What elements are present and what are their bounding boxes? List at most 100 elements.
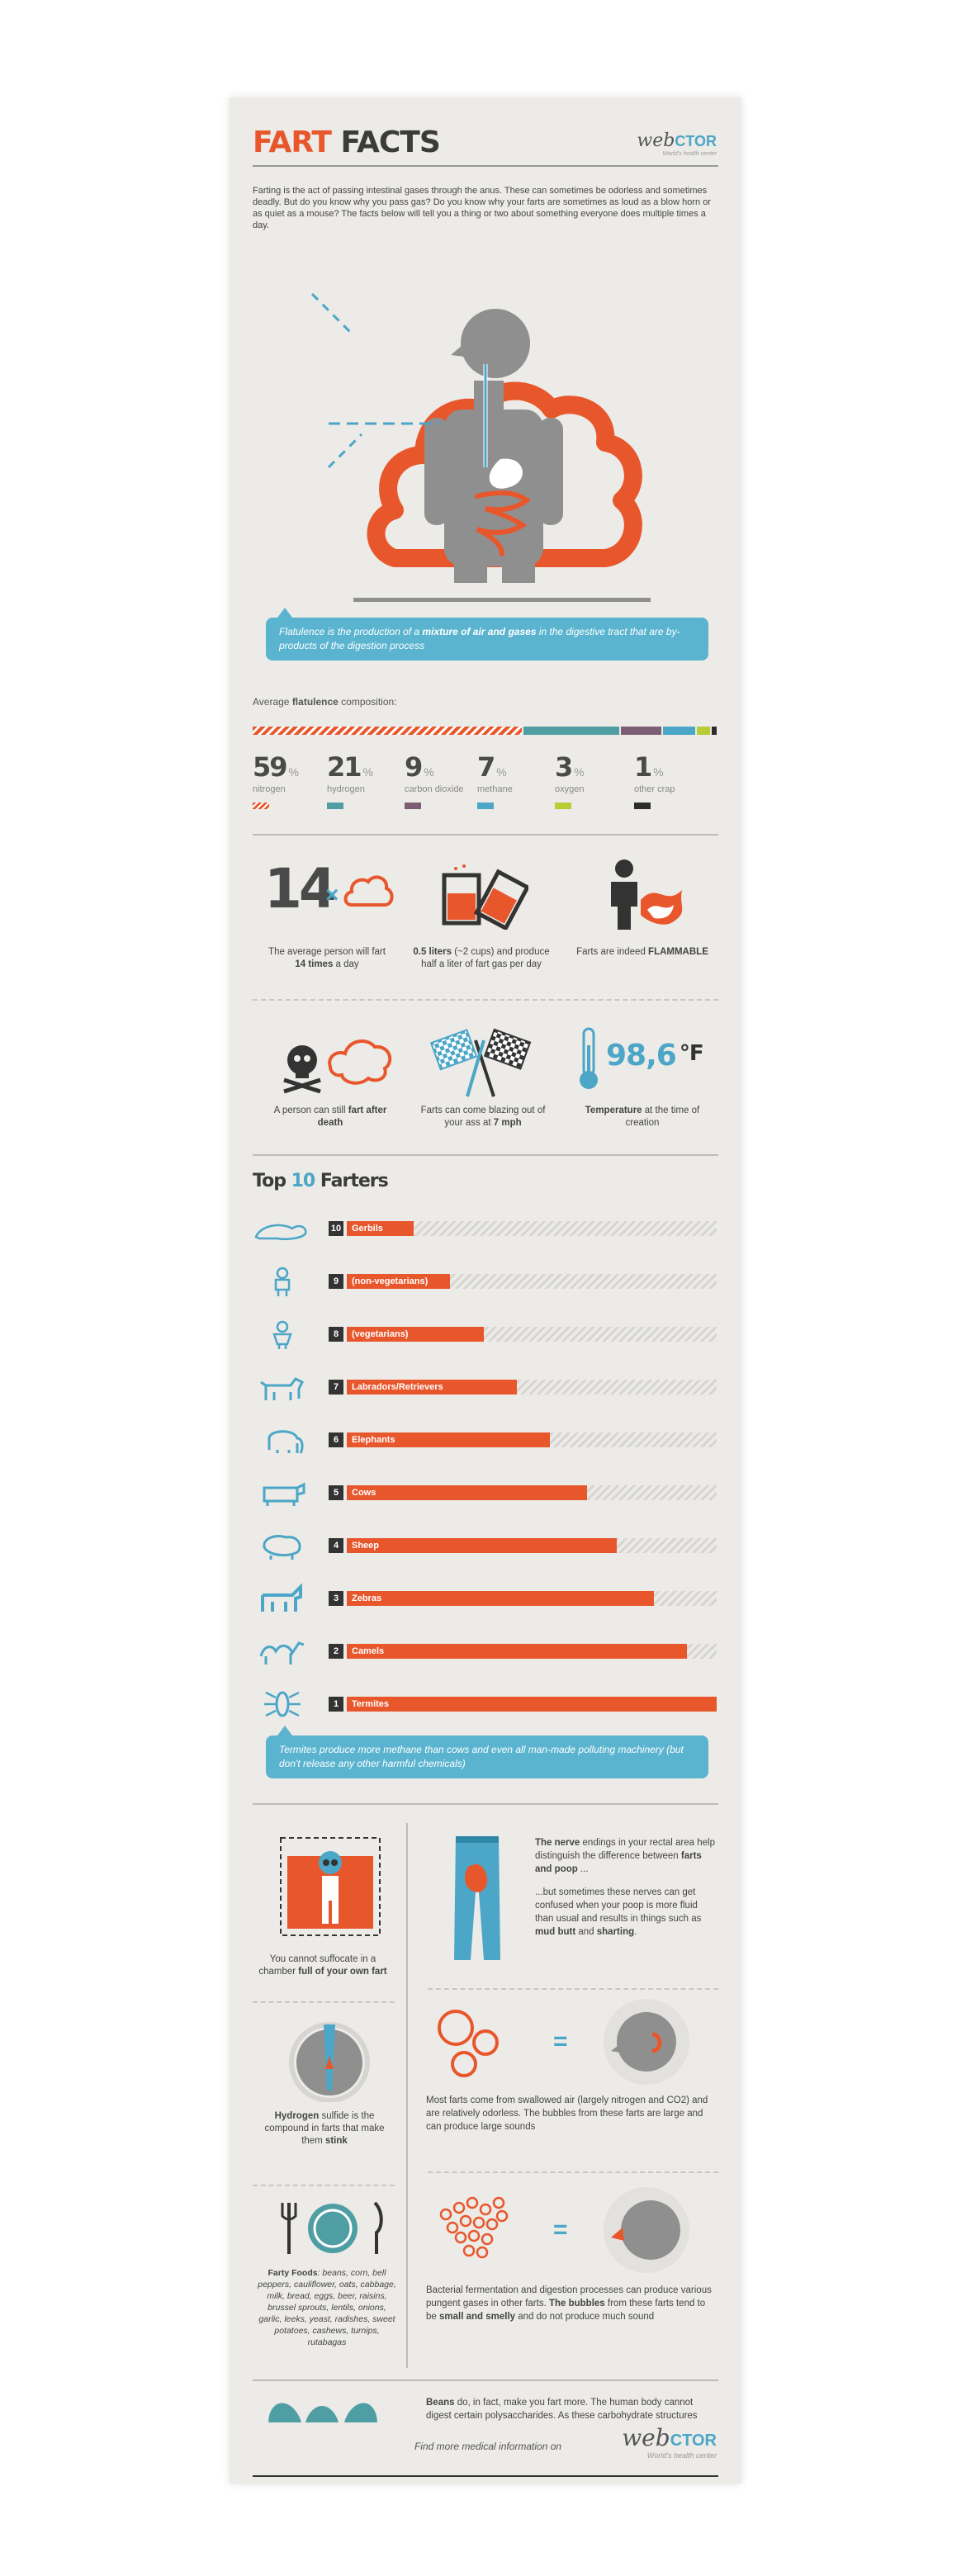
composition-color-key bbox=[555, 803, 571, 809]
nerve-text: The nerve endings in your rectal area he… bbox=[535, 1836, 717, 1939]
composition-color-key bbox=[253, 803, 269, 809]
plate-cutlery-icon bbox=[281, 2201, 383, 2254]
skull-cloud-icon bbox=[283, 1039, 392, 1094]
logo-web: web bbox=[637, 130, 675, 151]
farter-label: Termites bbox=[352, 1699, 390, 1709]
swallowed-air-text: Most farts come from swallowed air (larg… bbox=[426, 2095, 708, 2132]
right-dashed-divider-1 bbox=[428, 1988, 718, 1990]
farter-bar-track: Labradors/Retrievers bbox=[347, 1380, 717, 1395]
farter-bar-track: (non-vegetarians) bbox=[347, 1274, 717, 1289]
h2s-mid: sulfide is the compound in farts that ma… bbox=[264, 2111, 385, 2146]
after-death-pre: A person can still bbox=[273, 1106, 348, 1115]
sheep-icon bbox=[263, 1535, 301, 1560]
beans-bold: Beans bbox=[426, 2398, 455, 2408]
composition-unit: % bbox=[496, 765, 507, 779]
definition-bold: mixture of air and gases bbox=[422, 626, 537, 637]
flammable-pre: Farts are indeed bbox=[576, 947, 649, 957]
composition-segment-methane bbox=[663, 727, 695, 735]
checkered-flags-icon bbox=[429, 1028, 532, 1097]
zebra-icon bbox=[261, 1584, 302, 1612]
gas-volume-bold: 0.5 liters bbox=[413, 947, 452, 957]
farter-row: 1 Termites bbox=[253, 1688, 717, 1721]
composition-color-key bbox=[634, 803, 651, 809]
definition-post: in the digestive tract that are by-produ… bbox=[279, 626, 680, 651]
farter-bar-track: Elephants bbox=[347, 1432, 717, 1447]
equals-sign-2: = bbox=[553, 2216, 568, 2243]
nerve2-mid: and bbox=[575, 1927, 597, 1937]
more-info-text: Find more medical information on bbox=[414, 2441, 562, 2452]
equals-sign-1: = bbox=[553, 2028, 568, 2055]
composition-item: 9% carbon dioxide bbox=[405, 751, 471, 809]
farter-rank: 8 bbox=[329, 1327, 343, 1342]
temperature-rest: at the time of creation bbox=[625, 1106, 700, 1128]
fart-speed-caption: Farts can come blazing out of your ass a… bbox=[413, 1105, 553, 1129]
intro-text: Farting is the act of passing intestinal… bbox=[253, 186, 711, 230]
digestive-system-illustration bbox=[310, 292, 651, 602]
farter-row: 9 (non-vegetarians) bbox=[253, 1265, 717, 1298]
bacterial-mid: from these farts tend to be bbox=[426, 2299, 706, 2322]
farter-bar-track: Zebras bbox=[347, 1591, 717, 1606]
page-title: FART FACTS bbox=[253, 125, 441, 159]
footer-logo-ctor: CTOR bbox=[670, 2432, 717, 2450]
farter-bar: Camels bbox=[347, 1644, 688, 1659]
fart-count-number: 14 bbox=[264, 857, 337, 921]
footer-logo[interactable]: webCTOR World's health center bbox=[622, 2424, 717, 2460]
farter-rank: 3 bbox=[329, 1591, 343, 1606]
farter-label: (non-vegetarians) bbox=[352, 1276, 429, 1286]
composition-segment-other-crap bbox=[712, 727, 717, 735]
left-dashed-divider-1 bbox=[253, 2001, 395, 2003]
times-symbol: × bbox=[325, 882, 339, 907]
composition-value: 1 bbox=[634, 751, 652, 783]
bacterial-bold1: The bubbles bbox=[548, 2299, 605, 2308]
farter-bar-track: (vegetarians) bbox=[347, 1327, 717, 1342]
farter-bar-track: Camels bbox=[347, 1644, 717, 1659]
farter-label: Cows bbox=[352, 1488, 376, 1498]
left-dashed-divider-2 bbox=[253, 2185, 395, 2186]
composition-segment-oxygen bbox=[696, 727, 711, 735]
farter-bar-track: Gerbils bbox=[347, 1221, 717, 1236]
definition-pre: Flatulence is the production of a bbox=[279, 626, 423, 637]
top10-title: Top 10 Farters bbox=[253, 1171, 389, 1191]
top10-title-num: 10 bbox=[291, 1171, 316, 1191]
after-death-bold: fart after death bbox=[317, 1106, 387, 1128]
composition-item: 7% methane bbox=[477, 751, 543, 809]
webctor-logo[interactable]: webCTOR World's health center bbox=[637, 130, 717, 157]
composition-item: 21% hydrogen bbox=[327, 751, 393, 809]
composition-unit: % bbox=[362, 765, 373, 779]
farter-rank: 5 bbox=[329, 1485, 343, 1500]
farter-bar: Elephants bbox=[347, 1432, 551, 1447]
man-icon bbox=[274, 1267, 291, 1296]
composition-unit: % bbox=[288, 765, 299, 779]
termite-icon bbox=[264, 1691, 301, 1717]
farter-rank: 9 bbox=[329, 1274, 343, 1289]
farter-label: Sheep bbox=[352, 1541, 380, 1551]
composition-name: hydrogen bbox=[327, 784, 365, 794]
farter-row: 6 Elephants bbox=[253, 1423, 717, 1456]
farter-bar: Termites bbox=[347, 1697, 717, 1712]
composition-segment-nitrogen bbox=[253, 727, 522, 735]
composition-color-key bbox=[405, 803, 421, 809]
bacterial-pre: Bacterial fermentation and digestion pro… bbox=[426, 2285, 712, 2308]
farter-bar-track: Cows bbox=[347, 1485, 717, 1500]
composition-name: methane bbox=[477, 784, 513, 794]
flammable-person-icon bbox=[611, 859, 683, 930]
composition-divider bbox=[253, 834, 718, 836]
farter-label: Zebras bbox=[352, 1593, 382, 1603]
bacterial-bold2: small and smelly bbox=[439, 2312, 516, 2322]
composition-value: 21 bbox=[327, 751, 362, 783]
composition-label-post: composition: bbox=[338, 696, 397, 708]
farter-rank: 10 bbox=[329, 1221, 343, 1236]
fart-times-bold: 14 times bbox=[295, 959, 334, 969]
suffocate-caption: You cannot suffocate in a chamber full o… bbox=[253, 1953, 393, 1978]
camel-icon bbox=[259, 1641, 305, 1664]
farter-rank: 7 bbox=[329, 1380, 343, 1395]
composition-item: 3% oxygen bbox=[555, 751, 621, 809]
elephant-icon bbox=[268, 1430, 304, 1454]
right-dashed-divider-2 bbox=[428, 2171, 718, 2173]
head-ear-icon bbox=[604, 1999, 689, 2085]
flammable-caption: Farts are indeed FLAMMABLE bbox=[568, 946, 717, 959]
h2s-bold2: stink bbox=[324, 2136, 348, 2146]
farter-bar: Cows bbox=[347, 1485, 588, 1500]
title-fart: FART bbox=[253, 125, 332, 159]
composition-unit: % bbox=[574, 765, 585, 779]
